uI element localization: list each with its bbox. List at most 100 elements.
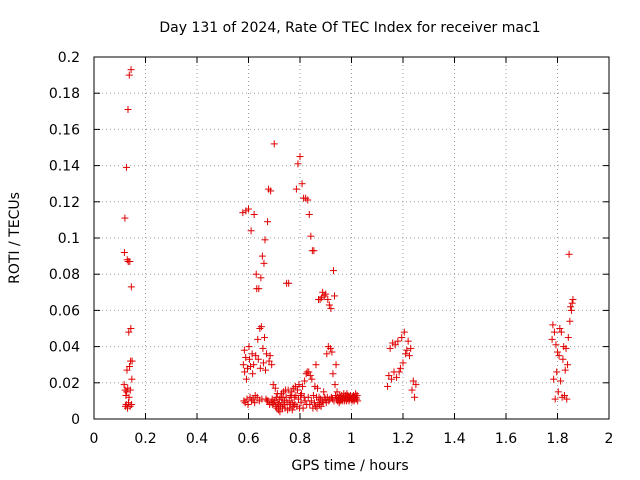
data-point bbox=[409, 377, 417, 385]
y-tick-label: 0.06 bbox=[49, 303, 80, 319]
data-point bbox=[126, 258, 134, 266]
data-point bbox=[354, 397, 362, 405]
data-point bbox=[307, 232, 315, 240]
data-point bbox=[557, 328, 565, 336]
x-tick-label: 2 bbox=[605, 431, 614, 447]
x-tick-label: 1 bbox=[347, 431, 356, 447]
data-point bbox=[240, 346, 248, 354]
data-point bbox=[260, 259, 268, 267]
data-point bbox=[126, 386, 134, 394]
data-point bbox=[127, 325, 135, 332]
data-point bbox=[565, 250, 573, 258]
data-point bbox=[127, 66, 135, 74]
data-point bbox=[393, 373, 401, 381]
data-point bbox=[404, 337, 412, 345]
y-tick-label: 0.14 bbox=[49, 159, 80, 175]
data-point bbox=[250, 361, 258, 369]
data-point bbox=[239, 361, 247, 369]
data-point bbox=[564, 334, 572, 342]
data-point bbox=[264, 218, 272, 226]
data-point bbox=[261, 236, 269, 244]
data-point bbox=[288, 388, 296, 396]
data-point bbox=[564, 361, 572, 369]
data-point bbox=[268, 361, 276, 369]
data-point bbox=[125, 328, 133, 336]
data-point bbox=[128, 375, 136, 383]
data-point bbox=[554, 388, 562, 396]
data-point bbox=[120, 248, 128, 256]
data-point bbox=[305, 210, 313, 218]
data-point bbox=[256, 325, 264, 332]
data-point bbox=[125, 71, 133, 79]
data-point bbox=[252, 352, 260, 360]
data-point bbox=[261, 366, 269, 374]
x-axis-ticks: 0 0.2 0.4 0.6 0.8 1 1.2 1.4 1.6 1.8 2 bbox=[90, 57, 614, 447]
data-point bbox=[256, 364, 264, 372]
data-point bbox=[284, 386, 292, 394]
data-point bbox=[285, 397, 293, 405]
data-point bbox=[280, 401, 288, 409]
data-point bbox=[405, 352, 413, 360]
data-point bbox=[309, 391, 317, 399]
data-point bbox=[412, 381, 420, 389]
data-point bbox=[126, 402, 134, 410]
data-point bbox=[285, 279, 293, 287]
data-point bbox=[122, 163, 130, 171]
data-point bbox=[331, 381, 339, 389]
data-point bbox=[407, 344, 415, 352]
data-point bbox=[322, 290, 330, 298]
data-point bbox=[249, 370, 257, 378]
x-tick-label: 0.2 bbox=[134, 431, 156, 447]
data-point bbox=[310, 247, 318, 255]
data-point bbox=[254, 355, 262, 363]
y-tick-label: 0.04 bbox=[49, 340, 80, 356]
y-tick-label: 0.08 bbox=[49, 267, 80, 283]
data-point bbox=[120, 381, 128, 389]
data-point bbox=[124, 105, 132, 113]
data-point bbox=[294, 160, 302, 168]
data-point bbox=[267, 187, 275, 195]
data-point bbox=[304, 393, 312, 401]
data-point bbox=[335, 399, 343, 407]
data-point bbox=[244, 401, 252, 409]
x-tick-label: 1.8 bbox=[546, 431, 568, 447]
data-point bbox=[549, 321, 557, 329]
y-tick-label: 0.16 bbox=[49, 122, 80, 138]
data-point bbox=[316, 296, 324, 304]
data-point bbox=[298, 180, 306, 188]
data-point bbox=[121, 214, 129, 222]
data-point bbox=[248, 350, 256, 358]
data-point bbox=[250, 210, 258, 218]
data-point bbox=[384, 382, 392, 390]
data-point bbox=[386, 344, 394, 352]
data-point bbox=[247, 227, 255, 235]
data-point bbox=[251, 399, 259, 407]
data-point bbox=[326, 344, 334, 352]
data-point bbox=[275, 395, 283, 403]
data-point bbox=[298, 390, 306, 398]
data-point bbox=[294, 395, 302, 403]
data-point bbox=[295, 381, 303, 389]
data-point bbox=[301, 397, 309, 405]
data-point bbox=[566, 317, 574, 325]
x-tick-label: 1.2 bbox=[392, 431, 414, 447]
x-tick-label: 0.4 bbox=[186, 431, 208, 447]
data-point bbox=[568, 299, 576, 307]
y-axis-ticks: 0 0.02 0.04 0.06 0.08 0.1 0.12 0.14 0.16 0.18 0.2 bbox=[49, 50, 609, 428]
data-point bbox=[269, 401, 277, 409]
data-point bbox=[555, 352, 563, 360]
data-point bbox=[245, 205, 252, 213]
x-axis-label: GPS time / hours bbox=[291, 458, 408, 474]
data-point bbox=[313, 404, 321, 412]
x-tick-label: 0 bbox=[90, 431, 99, 447]
y-tick-label: 0.2 bbox=[58, 50, 80, 66]
data-point bbox=[398, 334, 406, 342]
data-point bbox=[391, 341, 399, 349]
data-point bbox=[126, 363, 134, 371]
data-point bbox=[318, 397, 326, 405]
data-point bbox=[320, 388, 328, 396]
data-point bbox=[241, 368, 249, 376]
data-point bbox=[266, 352, 274, 360]
